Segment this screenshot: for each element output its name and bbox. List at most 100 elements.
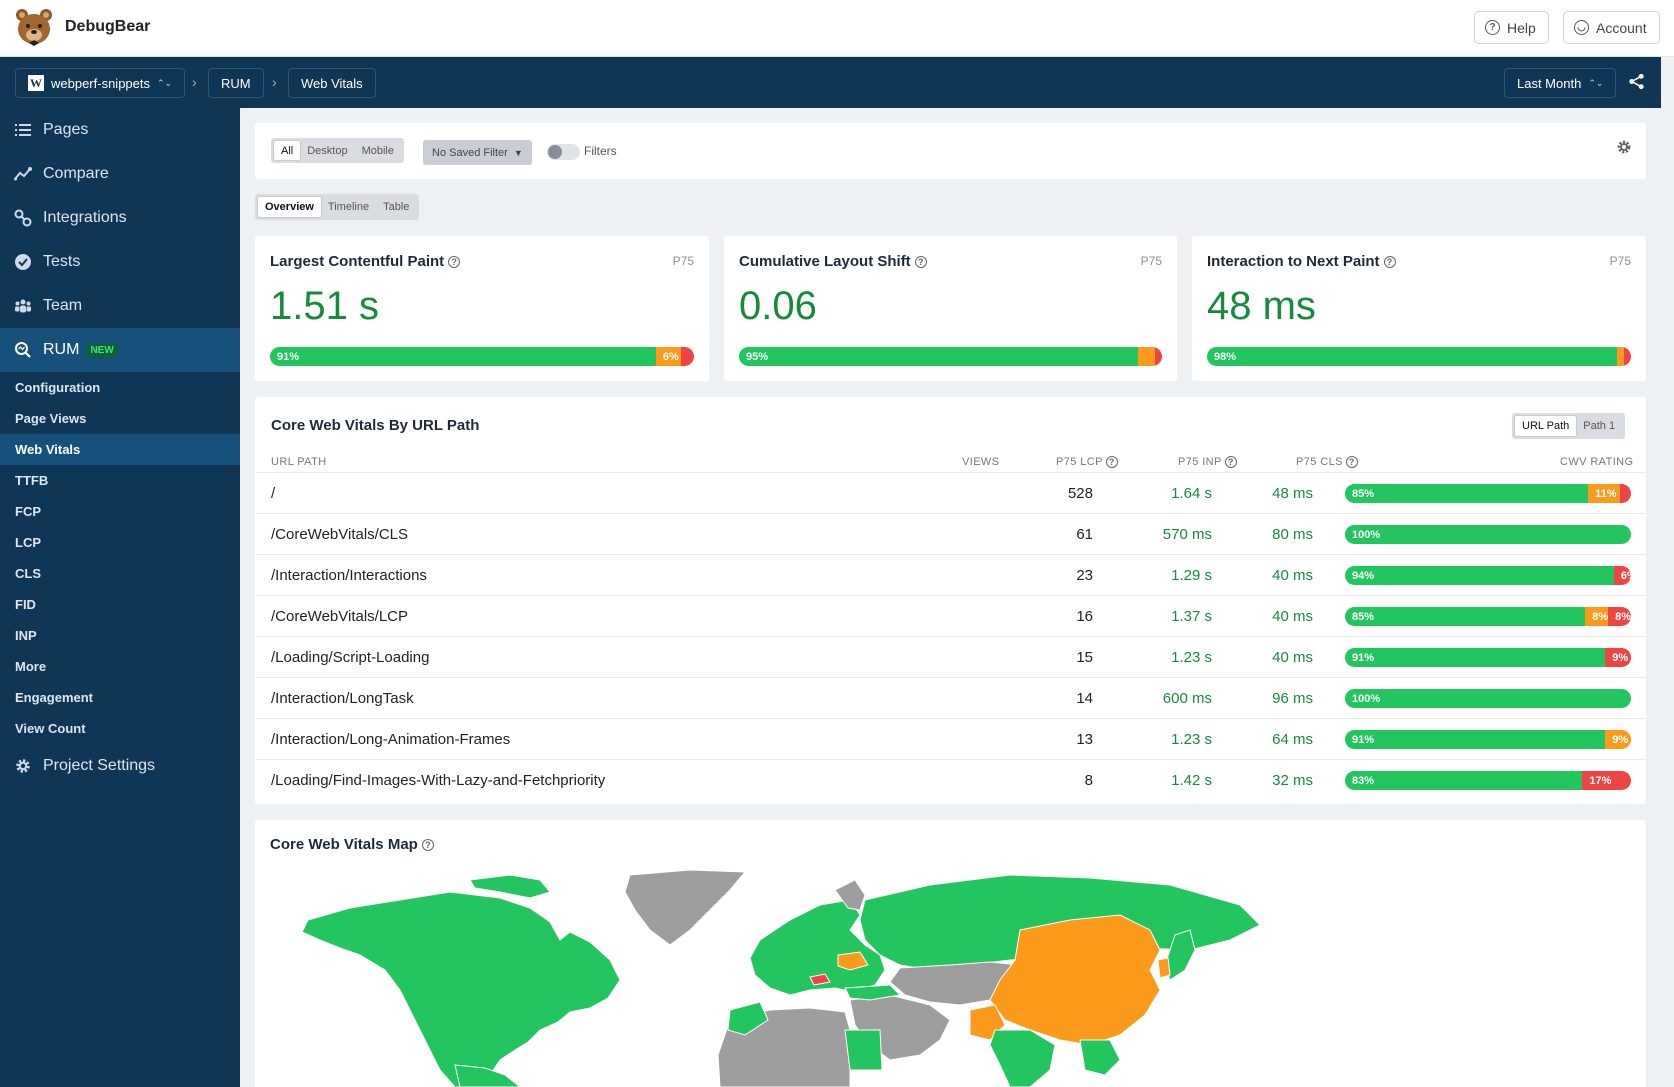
help-icon[interactable]: ? [1345, 456, 1358, 468]
sidebar-sub-cls[interactable]: CLS [15, 566, 41, 581]
cell-lcp: 1.23 s [1171, 649, 1212, 666]
settings-gear-icon[interactable] [1616, 139, 1632, 155]
sidebar-sub-page-views[interactable]: Page Views [15, 411, 87, 426]
sidebar-item-label: Pages [43, 121, 89, 138]
col-header-inp[interactable]: P75 INP? [1178, 456, 1237, 468]
metric-percentile: P75 [1609, 254, 1631, 268]
team-icon [15, 299, 31, 313]
sidebar-sub-more[interactable]: More [15, 659, 47, 674]
filters-toggle[interactable] [547, 144, 580, 160]
map-region-china [989, 914, 1161, 1046]
help-icon[interactable]: ? [1383, 255, 1396, 268]
cell-lcp: 1.29 s [1171, 567, 1212, 584]
col-header-views[interactable]: VIEWS [962, 456, 1000, 468]
tab-table[interactable]: Table [383, 201, 410, 213]
date-range-label: Last Month [1517, 75, 1582, 91]
col-header-lcp[interactable]: P75 LCP? [1056, 456, 1118, 468]
cell-path: /Interaction/Interactions [271, 567, 427, 584]
sidebar-item-project-settings[interactable]: Project Settings [0, 744, 240, 788]
sidebar-sub-fcp[interactable]: FCP [15, 504, 41, 519]
metric-card-cls: Cumulative Layout Shift? P75 0.06 95% [724, 236, 1177, 381]
sidebar-sub-configuration[interactable]: Configuration [15, 380, 101, 395]
sidebar-sub-view-count[interactable]: View Count [15, 721, 86, 736]
map-region-north-america [301, 891, 621, 1087]
col-header-cls[interactable]: P75 CLS? [1296, 456, 1358, 468]
sidebar-item-team[interactable]: Team [0, 284, 240, 328]
poor-segment: 17% [1582, 771, 1631, 790]
sidebar-item-label: Project Settings [43, 757, 156, 774]
account-label: Account [1596, 19, 1647, 36]
good-segment: 85% [1345, 607, 1586, 626]
device-tabs: All Desktop Mobile [271, 138, 404, 163]
tab-overview[interactable]: Overview [258, 197, 321, 217]
help-icon[interactable]: ? [1105, 456, 1118, 468]
toggle-url-path[interactable]: URL Path [1515, 416, 1577, 436]
debugbear-logo[interactable] [14, 7, 54, 47]
world-map[interactable] [290, 870, 1370, 1087]
project-selector[interactable]: W webperf-snippets ⌃⌄ [15, 68, 186, 98]
share-icon[interactable] [1628, 73, 1645, 90]
saved-filter-dropdown[interactable]: No Saved Filter ▼ [423, 140, 532, 165]
sidebar-item-pages[interactable]: Pages [0, 108, 240, 152]
metric-card-lcp: Largest Contentful Paint? P75 1.51 s 91%… [255, 236, 709, 381]
sidebar-item-integrations[interactable]: Integrations [0, 196, 240, 240]
device-tab-desktop[interactable]: Desktop [307, 144, 348, 157]
integrations-icon [14, 209, 32, 227]
list-icon [15, 124, 31, 136]
chevron-updown-icon: ⌃⌄ [1588, 77, 1604, 88]
sidebar-item-label: Integrations [43, 209, 127, 226]
breadcrumb: W webperf-snippets ⌃⌄ › RUM › Web Vitals… [0, 57, 1661, 108]
sidebar-item-rum[interactable]: RUM NEW [0, 328, 240, 372]
rum-search-icon [15, 342, 31, 358]
sidebar-item-tests[interactable]: Tests [0, 240, 240, 284]
good-segment: 91% [270, 347, 656, 366]
breadcrumb-rum[interactable]: RUM [208, 68, 264, 98]
sidebar-sub-lcp[interactable]: LCP [15, 535, 41, 550]
help-icon[interactable]: ? [1224, 456, 1237, 468]
table-row[interactable]: /Interaction/Long-Animation-Frames 13 1.23… [256, 718, 1646, 759]
tab-timeline[interactable]: Timeline [327, 201, 370, 213]
account-button[interactable]: ◡ Account [1563, 11, 1660, 44]
help-button[interactable]: ? Help [1474, 11, 1549, 44]
breadcrumb-web-vitals[interactable]: Web Vitals [288, 68, 376, 98]
map-title: Core Web Vitals Map? [270, 836, 434, 853]
good-segment: 95% [739, 347, 1139, 366]
cell-inp: 40 ms [1272, 608, 1313, 625]
cell-inp: 40 ms [1272, 649, 1313, 666]
sidebar-item-compare[interactable]: Compare [0, 152, 240, 196]
map-region-india [989, 1029, 1056, 1087]
col-header-path[interactable]: URL PATH [271, 456, 327, 468]
sidebar-sub-inp[interactable]: INP [15, 628, 37, 643]
device-tab-mobile[interactable]: Mobile [361, 144, 394, 157]
path-level-toggle: URL Path Path 1 [1512, 413, 1626, 439]
help-icon[interactable]: ? [914, 255, 927, 268]
device-tab-all[interactable]: All [274, 141, 301, 160]
sidebar-sub-engagement[interactable]: Engagement [15, 690, 94, 705]
metric-title: Cumulative Layout Shift? [739, 253, 927, 270]
map-region-southeast-asia [1079, 1039, 1121, 1076]
gear-icon [16, 759, 30, 773]
cell-views: 14 [1076, 690, 1093, 707]
cell-path: /Interaction/LongTask [271, 690, 414, 707]
table-row[interactable]: /Loading/Find-Images-With-Lazy-and-Fetch… [256, 759, 1646, 800]
col-header-label: P75 LCP [1056, 456, 1103, 468]
metric-title: Interaction to Next Paint? [1207, 253, 1396, 270]
cell-views: 13 [1076, 731, 1093, 748]
date-range-selector[interactable]: Last Month ⌃⌄ [1504, 68, 1617, 98]
sidebar-item-label: Compare [43, 165, 109, 182]
sidebar-sub-web-vitals[interactable]: Web Vitals [0, 434, 240, 465]
help-icon[interactable]: ? [421, 838, 434, 851]
sidebar-sub-fid[interactable]: FID [15, 597, 36, 612]
sidebar-item-label: Team [43, 297, 83, 314]
help-icon[interactable]: ? [448, 255, 461, 268]
col-header-rating[interactable]: CWV RATING [1560, 456, 1634, 468]
cell-path: / [271, 485, 276, 502]
toggle-path-1[interactable]: Path 1 [1583, 420, 1616, 432]
sidebar-sub-ttfb[interactable]: TTFB [15, 473, 49, 488]
